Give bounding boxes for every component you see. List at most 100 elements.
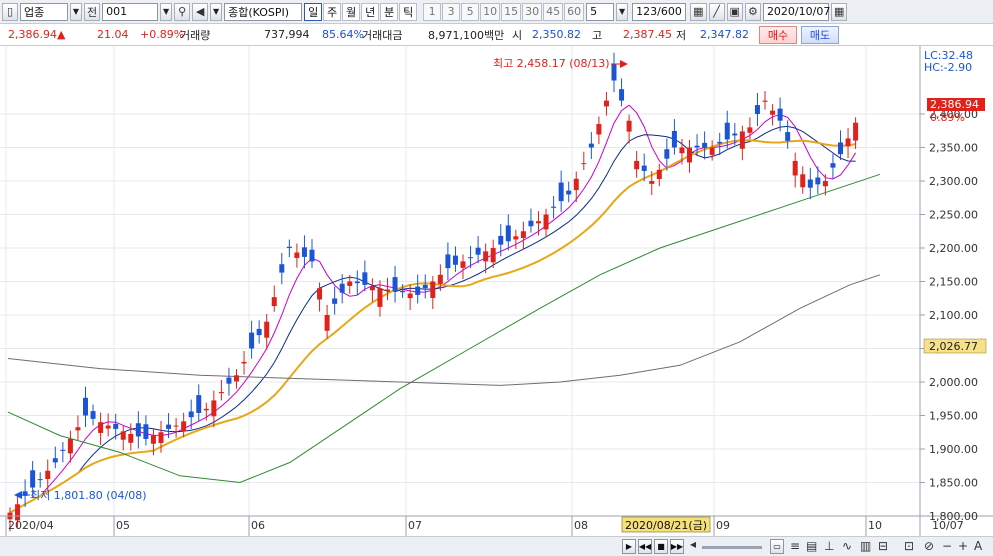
change-value: 21.04 — [97, 28, 129, 41]
candle-body — [717, 141, 723, 144]
calendar-icon[interactable]: ▦ — [830, 2, 848, 21]
stop-icon[interactable]: ■ — [654, 539, 668, 554]
candle-body — [807, 179, 813, 188]
candle-body — [400, 290, 406, 293]
interval-tab[interactable]: 5 — [461, 2, 480, 21]
market-select[interactable]: 업종 — [20, 2, 68, 21]
price-chart[interactable]: 2,400.00 2,350.00 2,300.00 2,250.00 2,200.00… — [0, 46, 993, 536]
candle-body — [430, 281, 436, 298]
split-icon[interactable]: ⊟ — [878, 539, 889, 553]
amount-label: 거래대금 — [362, 28, 403, 42]
rewind-icon[interactable]: ◀◀ — [638, 539, 652, 554]
gear-icon[interactable]: ⚙ — [744, 2, 761, 21]
chevron-down-icon[interactable]: ▼ — [210, 2, 223, 21]
ma-line-long — [7, 274, 881, 386]
candle-body — [566, 190, 572, 195]
chart-style-icon[interactable]: ≡ — [790, 539, 801, 553]
buy-button[interactable]: 매수 — [759, 26, 797, 44]
search-icon[interactable]: ⚲ — [174, 2, 191, 21]
interval-tab[interactable]: 15 — [501, 2, 522, 21]
interval-tab[interactable]: 10 — [480, 2, 501, 21]
candle-body — [732, 133, 738, 136]
scroll-track[interactable] — [702, 546, 762, 549]
candle-body — [317, 288, 323, 300]
period-tab[interactable]: 주 — [323, 2, 342, 21]
overlay-icon[interactable]: ▥ — [860, 539, 872, 553]
candle-body — [52, 458, 58, 463]
candle-body — [838, 142, 843, 155]
y-tick-label: 2,100.00 — [929, 309, 978, 322]
save-icon[interactable]: ▣ — [726, 2, 743, 21]
candle-body — [385, 289, 390, 291]
price-tag: 2,386.94 — [930, 98, 979, 111]
candle-body — [415, 286, 421, 295]
candle-body — [785, 132, 791, 141]
candle-body — [22, 491, 28, 496]
compare-icon[interactable]: ⊡ — [904, 539, 915, 553]
candle-body — [15, 504, 21, 521]
date-input[interactable]: 2020/10/07 — [762, 2, 830, 21]
zoom-in-icon[interactable]: + — [958, 539, 969, 553]
line-tool-icon[interactable]: ╱ — [708, 2, 725, 21]
candle-body — [135, 423, 141, 437]
interval-tab[interactable]: 3 — [442, 2, 461, 21]
period-tab[interactable]: 월 — [342, 2, 361, 21]
period-tab[interactable]: 틱 — [399, 2, 418, 21]
candle-body — [75, 427, 81, 431]
candle-body — [777, 108, 783, 121]
zoom-out-icon[interactable]: − — [942, 539, 953, 553]
chevron-down-icon[interactable]: ▼ — [160, 2, 173, 21]
font-size-icon[interactable]: A — [974, 539, 983, 553]
interval-tab[interactable]: 30 — [522, 2, 543, 21]
candle-body — [853, 122, 859, 141]
candle-body — [37, 479, 43, 481]
y-tick-label: 2,350.00 — [929, 142, 978, 155]
candle-body — [581, 163, 587, 165]
candle-body — [762, 100, 768, 102]
play-icon[interactable]: ▶ — [622, 539, 636, 554]
zoom-fit-icon[interactable]: ▭ — [770, 539, 784, 554]
candle-body — [656, 169, 662, 180]
scroll-left-icon[interactable]: ◂ — [690, 537, 697, 551]
candle-body — [815, 177, 821, 185]
period-tab[interactable]: 일 — [304, 2, 323, 21]
count-field[interactable]: 123/600 — [632, 2, 687, 21]
interval-tab[interactable]: 1 — [423, 2, 442, 21]
candle-body — [694, 145, 700, 148]
interval-tab[interactable]: 45 — [543, 2, 564, 21]
interval-tab[interactable]: 60 — [564, 2, 585, 21]
candle-body — [611, 64, 617, 81]
candle-icon[interactable]: ⊥ — [824, 539, 835, 553]
no-icon[interactable]: ⊘ — [924, 539, 935, 553]
sell-button[interactable]: 매도 — [801, 26, 839, 44]
candle-body — [588, 143, 594, 148]
cursor-date-box — [621, 516, 711, 533]
candle-body — [120, 431, 126, 440]
fast-forward-icon[interactable]: ▶▶ — [670, 539, 684, 554]
interval-input[interactable]: 5 — [586, 2, 615, 21]
bar-chart-icon[interactable]: ▤ — [806, 539, 818, 553]
y-tick-label: 2,200.00 — [929, 242, 978, 255]
candle-body — [309, 249, 315, 262]
trend-icon[interactable]: ∿ — [842, 539, 853, 553]
speaker-icon[interactable]: ◀ — [192, 2, 209, 21]
arrow-right-icon — [620, 60, 628, 68]
low-value: 2,347.82 — [700, 28, 749, 41]
code-input[interactable]: 001 — [102, 2, 159, 21]
layout-icon[interactable]: ▯ — [2, 2, 18, 21]
current-price: 2,386.94 — [8, 28, 57, 41]
grid-icon[interactable]: ▦ — [690, 2, 707, 21]
candle-body — [113, 423, 119, 429]
chevron-down-icon[interactable]: ▼ — [70, 2, 82, 21]
candle-body — [45, 470, 51, 479]
candle-body — [483, 251, 489, 262]
candle-body — [173, 425, 179, 427]
period-tab[interactable]: 년 — [361, 2, 380, 21]
candle-body — [188, 411, 194, 418]
period-tab[interactable]: 분 — [380, 2, 399, 21]
axis-date-label: 10/07 — [932, 519, 964, 532]
chevron-down-icon[interactable]: ▼ — [616, 2, 629, 21]
prev-button[interactable]: 전 — [84, 2, 101, 21]
candle-body — [800, 174, 806, 188]
candle-body — [687, 147, 692, 163]
